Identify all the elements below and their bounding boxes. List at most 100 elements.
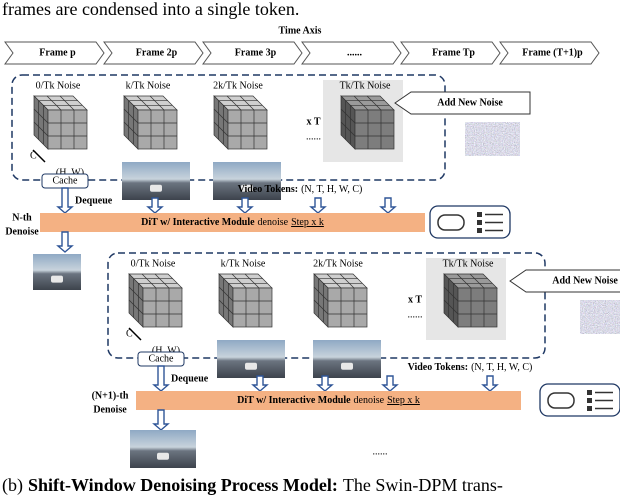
noise-label: k/Tk Noise xyxy=(221,258,266,269)
down-arrow xyxy=(309,197,327,214)
add-noise-label: Add New Noise xyxy=(437,97,503,108)
noise-label: Tk/Tk Noise xyxy=(443,258,494,269)
down-arrow xyxy=(146,197,164,214)
cube-front xyxy=(142,287,183,328)
cube-grid xyxy=(326,273,342,289)
cube-grid xyxy=(340,121,356,137)
frame-chevron xyxy=(301,41,402,65)
dit-text: DiT w/ Interactive Module denoise Step x k xyxy=(141,217,324,228)
noise-image xyxy=(580,300,620,334)
channel-label: C xyxy=(126,328,133,339)
gamepad xyxy=(547,392,575,409)
cube-front xyxy=(232,287,273,328)
frame-image xyxy=(313,340,381,378)
dit-bar xyxy=(40,213,425,232)
frame-label: ...... xyxy=(347,47,363,58)
frame-chevron xyxy=(400,41,501,65)
noise-label: 2k/Tk Noise xyxy=(313,258,363,269)
cube-grid xyxy=(218,286,234,302)
noise-label: Tk/Tk Noise xyxy=(340,80,391,91)
noise-label: 2k/Tk Noise xyxy=(213,80,263,91)
channel-bracket xyxy=(128,327,142,341)
dit-verb: denoise xyxy=(354,395,385,406)
token-cube xyxy=(313,273,368,328)
cube-grid xyxy=(339,273,355,289)
token-cube xyxy=(123,95,178,150)
frame-chevron xyxy=(202,41,303,65)
cube-grid xyxy=(136,95,152,111)
token-cube xyxy=(33,95,88,150)
down-arrow xyxy=(379,197,397,214)
add-noise-label: Add New Noise xyxy=(552,275,618,286)
frame-label: Frame 3p xyxy=(235,47,277,58)
down-arrow xyxy=(152,365,170,392)
ellipsis: ...... xyxy=(408,309,423,320)
noise-label: 0/Tk Noise xyxy=(131,258,176,269)
down-arrow xyxy=(381,375,399,392)
frame-image xyxy=(33,254,81,290)
repeat-label: x T xyxy=(408,294,422,305)
token-cube xyxy=(443,273,498,328)
cube-grid xyxy=(141,273,157,289)
frame-label: Frame 2p xyxy=(136,47,178,58)
cube-front xyxy=(327,287,368,328)
cube-grid xyxy=(239,95,255,111)
header-text: frames are condensed into a single token… xyxy=(2,0,299,19)
add-noise-box xyxy=(394,91,531,115)
car xyxy=(157,452,169,460)
tokens-shape: (N, T, H, W, C) xyxy=(471,362,532,373)
cube-grid xyxy=(46,95,62,111)
cube-grid xyxy=(353,95,369,111)
list-icon xyxy=(587,406,592,411)
frame-chevron xyxy=(4,41,105,65)
size-label: (H, W) xyxy=(56,167,84,178)
token-cube xyxy=(218,273,273,328)
noise-image xyxy=(465,122,520,156)
list-icon xyxy=(587,390,592,395)
step-name: (N+1)-th xyxy=(92,390,129,401)
size-label: (H, W) xyxy=(152,345,180,356)
add-noise-box xyxy=(509,269,620,293)
cube-front xyxy=(227,109,268,150)
down-arrow xyxy=(481,375,499,392)
cube-grid xyxy=(128,286,144,302)
cube-grid xyxy=(59,95,75,111)
cube-grid xyxy=(469,273,485,289)
dit-bar xyxy=(136,391,521,410)
cube-front xyxy=(354,109,395,150)
ellipsis: ...... xyxy=(306,131,321,142)
cube-grid xyxy=(313,299,329,315)
list-icon xyxy=(477,228,482,233)
cache-label: Cache xyxy=(53,175,79,186)
cube-grid xyxy=(443,299,459,315)
cube-grid xyxy=(149,95,165,111)
time-axis-title: Time Axis xyxy=(279,25,322,36)
cube-grid xyxy=(33,108,49,124)
caption-label: (b) xyxy=(2,475,23,496)
cube-front xyxy=(137,109,178,150)
dit-step: Step x k xyxy=(387,395,420,406)
frame-label: Frame p xyxy=(39,47,76,58)
frame-label: Frame Tp xyxy=(432,47,475,58)
tokens-text: Video Tokens: (N, T, H, W, C) xyxy=(238,184,363,195)
frame-image xyxy=(217,340,285,378)
channel-bracket xyxy=(32,149,46,163)
cube-grid xyxy=(366,95,382,111)
repeat-label: x T xyxy=(307,116,321,127)
dit-text: DiT w/ Interactive Module denoise Step x k xyxy=(237,395,420,406)
down-arrow xyxy=(152,409,170,431)
cube-grid xyxy=(231,273,247,289)
caption-title: Shift-Window Denoising Process Model: xyxy=(28,475,338,495)
cube-grid xyxy=(456,273,472,289)
dequeue-label: Dequeue xyxy=(75,195,113,206)
token-cube xyxy=(213,95,268,150)
list-icon xyxy=(477,212,482,217)
cube-grid xyxy=(213,121,229,137)
trailing-ellipsis: ...... xyxy=(373,446,388,457)
cube-grid xyxy=(123,108,139,124)
tokens-text: Video Tokens: (N, T, H, W, C) xyxy=(408,362,533,373)
cube-front xyxy=(457,287,498,328)
cube-grid xyxy=(244,273,260,289)
car xyxy=(51,275,63,283)
dequeue-label: Dequeue xyxy=(171,373,209,384)
